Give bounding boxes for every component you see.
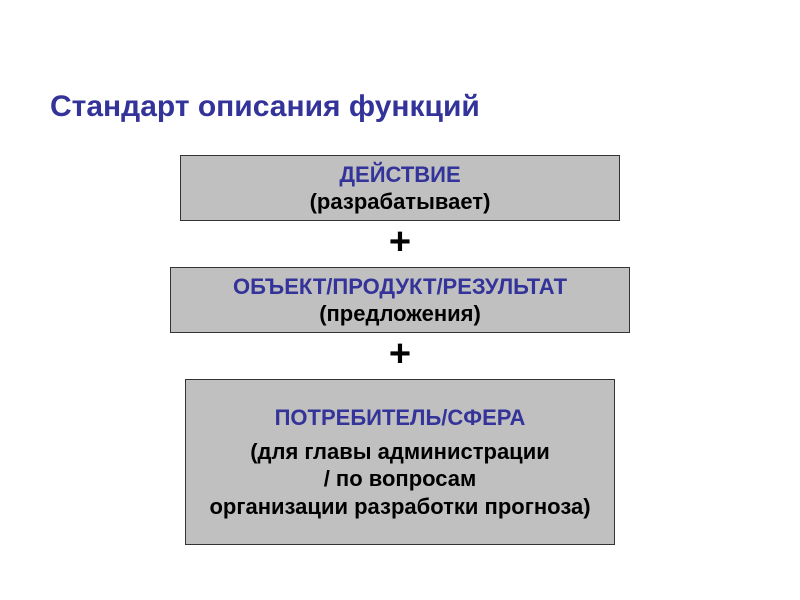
box-consumer-title: ПОТРЕБИТЕЛЬ/СФЕРА (275, 404, 526, 432)
box-consumer: ПОТРЕБИТЕЛЬ/СФЕРА (для главы администрац… (185, 379, 615, 545)
diagram-container: ДЕЙСТВИЕ (разрабатывает) + ОБЪЕКТ/ПРОДУК… (0, 155, 800, 545)
box-object: ОБЪЕКТ/ПРОДУКТ/РЕЗУЛЬТАТ (предложения) (170, 267, 630, 333)
plus-icon: + (389, 223, 411, 261)
box-action: ДЕЙСТВИЕ (разрабатывает) (180, 155, 620, 221)
box-object-title: ОБЪЕКТ/ПРОДУКТ/РЕЗУЛЬТАТ (233, 273, 567, 301)
plus-icon: + (389, 335, 411, 373)
box-object-sub: (предложения) (319, 300, 481, 328)
box-consumer-line2: / по вопросам (324, 465, 477, 493)
box-action-title: ДЕЙСТВИЕ (339, 161, 460, 189)
box-consumer-line3: организации разработки прогноза) (209, 493, 590, 521)
page-title: Стандарт описания функций (50, 90, 480, 124)
box-consumer-line1: (для главы администрации (250, 438, 550, 466)
box-action-sub: (разрабатывает) (310, 188, 491, 216)
